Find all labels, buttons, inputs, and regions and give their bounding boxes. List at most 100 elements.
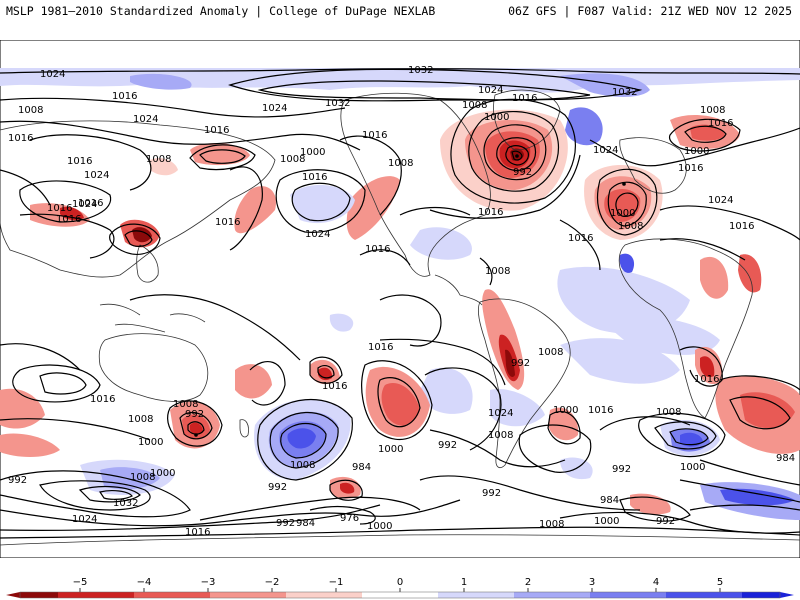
colorbar: −5 −4 −3 −2 −1 0 1 2 3 4 5 (6, 577, 794, 599)
isobar-label: 992 (482, 488, 501, 499)
colorbar-swatch (210, 592, 249, 598)
isobar-label: 984 (296, 518, 315, 529)
isobar-label: 1008 (538, 347, 563, 358)
colorbar-swatch (476, 592, 515, 598)
isobar-label: 992 (185, 409, 204, 420)
colorbar-swatch (742, 592, 781, 598)
pressure-centers (194, 154, 626, 437)
colorbar-swatch (552, 592, 591, 598)
colorbar-swatch (172, 592, 211, 598)
isobar-label: 1016 (368, 342, 393, 353)
colorbar-swatch (286, 592, 325, 598)
isobar-label: 1008 (539, 519, 564, 530)
isobar-label: 1016 (8, 133, 33, 144)
colorbar-tick-label: −2 (265, 577, 280, 588)
isobar-label: 1016 (204, 125, 229, 136)
isobar-label: 992 (656, 516, 675, 527)
colorbar-swatch (362, 592, 401, 598)
colorbar-swatch (96, 592, 135, 598)
colorbar-swatch (590, 592, 629, 598)
colorbar-swatch (438, 592, 477, 598)
colorbar-tick-label: 0 (397, 577, 403, 588)
isobar-label: 1016 (708, 118, 733, 129)
isobar-label: 1032 (325, 98, 350, 109)
isobar-label: 1016 (478, 207, 503, 218)
isobar-label: 1016 (90, 394, 115, 405)
isobar-label: 1008 (700, 105, 725, 116)
isobar-label: 1008 (146, 154, 171, 165)
isobar-label: 992 (612, 464, 631, 475)
isobar-label: 1024 (40, 69, 65, 80)
colorbar-outline (19, 591, 781, 599)
isobar-label: 1008 (488, 430, 513, 441)
isobar-label: 1016 (568, 233, 593, 244)
isobar-label: 992 (276, 518, 295, 529)
coastlines (0, 89, 800, 546)
isobar-label: 1016 (678, 163, 703, 174)
isobar-label: 1008 (280, 154, 305, 165)
isobar-label: 1000 (138, 437, 163, 448)
isobar-label: 1024 (305, 229, 330, 240)
colorbar-tick-label: 1 (461, 577, 467, 588)
anomaly-map: 1024 1032 1032 1024 1016 1008 1016 1024 … (0, 40, 800, 558)
low-center-marker (194, 433, 198, 437)
isobar-label: 992 (513, 167, 532, 178)
colorbar-swatch (400, 592, 439, 598)
isobar-label: 1008 (618, 221, 643, 232)
isobar-label: 1016 (302, 172, 327, 183)
isobar-label: 1024 (262, 103, 287, 114)
colorbar-tick-label: 3 (589, 577, 595, 588)
colorbar-swatch (666, 592, 705, 598)
isobar-label: 1000 (610, 208, 635, 219)
colorbar-swatch (20, 592, 59, 598)
colorbar-ticks: −5 −4 −3 −2 −1 0 1 2 3 4 5 (73, 577, 723, 592)
isobar-label: 1024 (488, 408, 513, 419)
isobar-label: 992 (268, 482, 287, 493)
colorbar-tick-label: −1 (329, 577, 344, 588)
colorbar-swatch (248, 592, 287, 598)
isobar-label: 1032 (612, 87, 637, 98)
isobar-label: 1000 (300, 147, 325, 158)
colorbar-swatch (324, 592, 363, 598)
isobar-label: 1000 (378, 444, 403, 455)
colorbar-max-arrow (780, 592, 794, 598)
isobar-label: 1024 (72, 199, 97, 210)
isobar-label: 984 (600, 495, 619, 506)
isobar-label: 1008 (130, 472, 155, 483)
isobars (0, 68, 800, 539)
isobar-label: 1032 (408, 65, 433, 76)
isobar-label: 1008 (18, 105, 43, 116)
model-valid-time: 06Z GFS | F087 Valid: 21Z WED NOV 12 202… (508, 4, 792, 18)
colorbar-swatch (58, 592, 97, 598)
isobar-label: 1000 (553, 405, 578, 416)
colorbar-swatch (514, 592, 553, 598)
isobar-label: 1008 (656, 407, 681, 418)
isobar-label: 1016 (694, 374, 719, 385)
colorbar-swatches (6, 591, 794, 599)
isobar-label: 1008 (485, 266, 510, 277)
colorbar-tick-label: −5 (73, 577, 88, 588)
colorbar-swatch (628, 592, 667, 598)
colorbar-tick-label: 5 (717, 577, 723, 588)
isobar-label: 1032 (113, 498, 138, 509)
isobar-label: 992 (438, 440, 457, 451)
isobar-label: 1016 (112, 91, 137, 102)
isobar-label: 1016 (215, 217, 240, 228)
isobar-label: 1008 (128, 414, 153, 425)
colorbar-swatch (704, 592, 743, 598)
isobar-label: 1024 (593, 145, 618, 156)
isobar-label: 1008 (290, 460, 315, 471)
isobar-label: 1016 (512, 93, 537, 104)
isobar-label: 1000 (484, 112, 509, 123)
isobar-label: 1024 (478, 85, 503, 96)
isobar-label: 1024 (84, 170, 109, 181)
low-center-marker (515, 154, 519, 158)
isobar-label: 984 (776, 453, 795, 464)
isobar-label: 1008 (388, 158, 413, 169)
isobar-label: 1000 (594, 516, 619, 527)
isobar-label: 1024 (133, 114, 158, 125)
isobar-label: 1016 (47, 203, 72, 214)
isobar-label: 1016 (56, 214, 81, 225)
isobar-label: 1016 (67, 156, 92, 167)
isobar-label: 1016 (362, 130, 387, 141)
